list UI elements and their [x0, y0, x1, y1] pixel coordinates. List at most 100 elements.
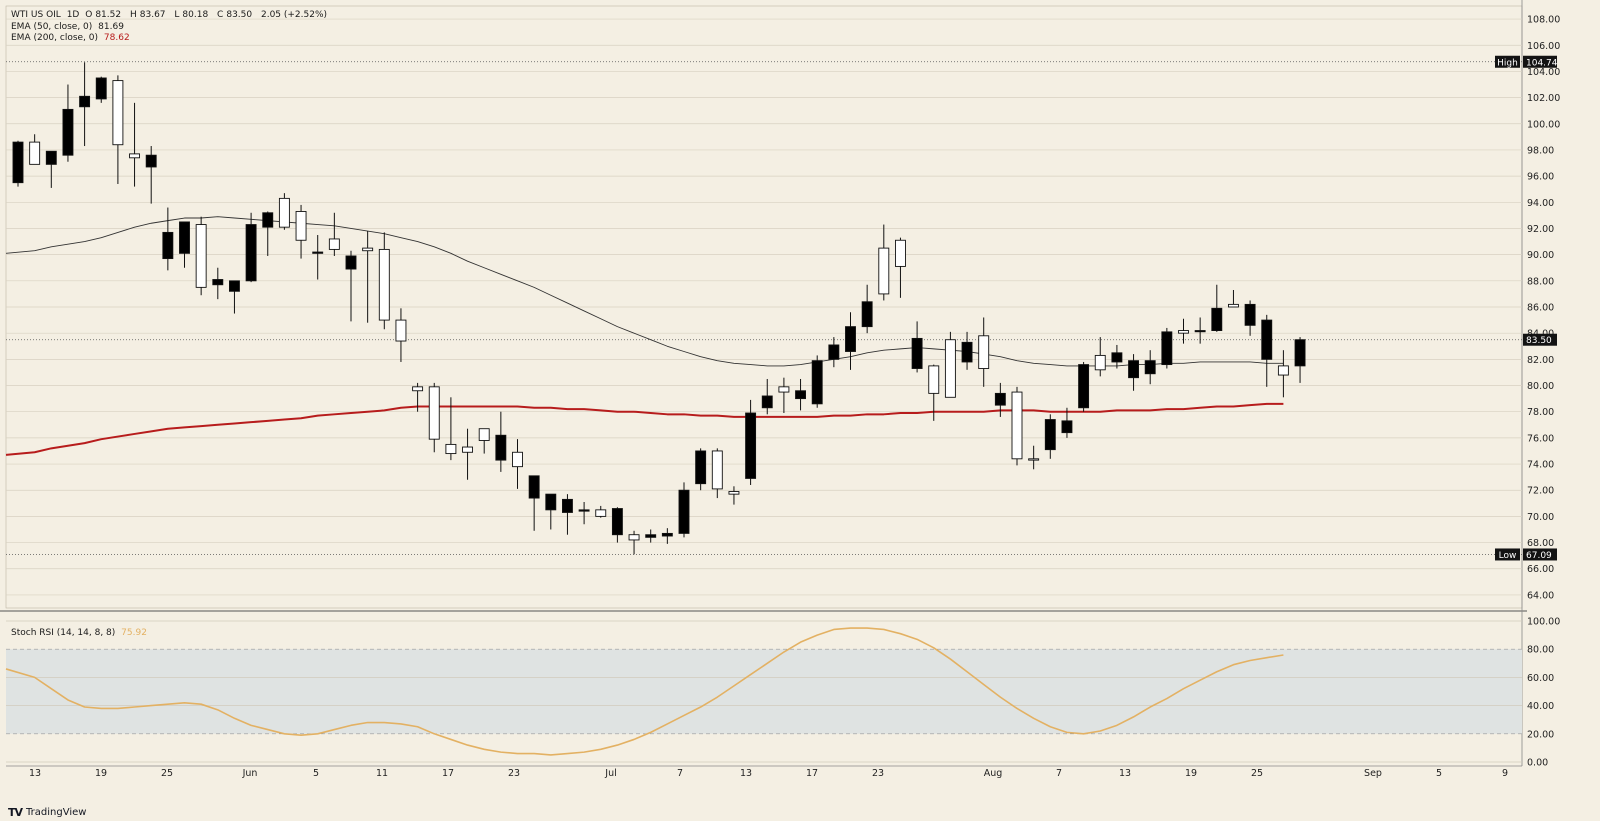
candle-body — [245, 224, 257, 282]
last-price-label: 83.50 — [1526, 336, 1552, 346]
candle-body — [961, 341, 973, 363]
candle-body — [1178, 330, 1189, 334]
low-tag-label: Low — [1499, 551, 1517, 561]
candle-body — [928, 365, 940, 394]
candle-body — [845, 326, 856, 352]
candle-body — [728, 491, 740, 495]
time-tick-label: Jul — [604, 768, 616, 779]
candle-body — [1261, 319, 1273, 360]
candle-body — [512, 451, 523, 468]
candle-body — [1277, 365, 1289, 376]
time-tick-label: 17 — [806, 768, 818, 779]
candle-body — [278, 197, 290, 228]
candle-body — [562, 498, 573, 513]
time-tick-label: 23 — [872, 768, 884, 779]
footer-branding[interactable]: TV TradingView — [8, 806, 86, 819]
candle-body — [1294, 339, 1306, 367]
candle-body — [1128, 360, 1140, 379]
time-tick-label: Sep — [1364, 768, 1382, 779]
candle-body — [778, 386, 790, 393]
candle-body — [1061, 420, 1073, 434]
candle-body — [1078, 364, 1090, 409]
candle-body — [295, 211, 307, 241]
time-tick-label: 25 — [161, 768, 173, 779]
price-tick-label: 76.00 — [1527, 433, 1554, 444]
price-tick-label: 72.00 — [1527, 486, 1554, 497]
candle-body — [911, 337, 923, 369]
price-tick-label: 86.00 — [1527, 303, 1554, 314]
candle-body — [528, 475, 540, 499]
candle-body — [345, 255, 357, 270]
candle-body — [695, 450, 707, 485]
ohlc-legend: WTI US OIL 1D O 81.52 H 83.67 L 80.18 C 83.5… — [11, 10, 330, 21]
candle-body — [179, 221, 190, 254]
candle-body — [1111, 352, 1123, 363]
candle-body — [378, 248, 390, 321]
candle-body — [478, 428, 490, 441]
candle-body — [1194, 330, 1206, 333]
candle-body — [262, 212, 274, 228]
time-tick-label: 25 — [1251, 768, 1263, 779]
time-tick-label: 5 — [1436, 768, 1442, 779]
time-tick-label: 13 — [1119, 768, 1131, 779]
ema200-label: EMA (200, close, 0) — [11, 33, 99, 43]
candle-body — [628, 534, 640, 541]
candle-body — [312, 251, 324, 254]
time-tick-label: 23 — [508, 768, 520, 779]
last-price-bg — [1523, 333, 1557, 346]
price-tick-label: 64.00 — [1527, 590, 1554, 601]
candle-body — [62, 108, 74, 156]
high-value-bg — [1523, 55, 1557, 68]
candle-body — [212, 279, 224, 286]
ema200-legend: EMA (200, close, 0) 78.62 — [11, 33, 133, 44]
price-tick-label: 74.00 — [1527, 460, 1554, 471]
candle-body — [1211, 307, 1223, 332]
candle-body — [1227, 303, 1239, 308]
symbol-name: WTI US OIL — [11, 10, 61, 20]
candle-body — [811, 360, 823, 405]
stoch-tick-label: 60.00 — [1527, 673, 1554, 684]
ema50-label: EMA (50, close, 0) — [11, 22, 93, 32]
candle-body — [1094, 354, 1106, 371]
time-tick-label: Jun — [242, 768, 258, 779]
candle-body — [1144, 360, 1156, 375]
candle-body — [795, 390, 806, 400]
candle-body — [595, 509, 607, 517]
high-tag-bg — [1495, 55, 1520, 68]
candle-body — [362, 247, 374, 252]
price-tick-label: 98.00 — [1527, 145, 1554, 156]
candle-body — [861, 301, 873, 328]
stoch-band — [6, 649, 1522, 734]
stoch-legend: Stoch RSI (14, 14, 8, 8) 75.92 — [11, 628, 150, 639]
price-tick-label: 104.00 — [1527, 67, 1560, 78]
candle-body — [661, 532, 673, 537]
price-tick-label: 108.00 — [1527, 15, 1560, 26]
candle-body — [129, 153, 141, 159]
stoch-rsi-line — [5, 627, 1284, 756]
time-tick-label: 19 — [1185, 768, 1197, 779]
candle-body — [428, 386, 440, 440]
time-tick-label: 9 — [1502, 768, 1508, 779]
candle-body — [79, 95, 91, 108]
candle-body — [1044, 419, 1056, 451]
candle-body — [112, 80, 124, 146]
stoch-tick-label: 20.00 — [1527, 729, 1554, 740]
stoch-tick-label: 80.00 — [1527, 645, 1554, 656]
candle-body — [895, 239, 906, 267]
candle-body — [29, 141, 41, 165]
price-tick-label: 80.00 — [1527, 381, 1554, 392]
price-tick-label: 90.00 — [1527, 250, 1554, 261]
candle-body — [145, 154, 157, 168]
candle-body — [578, 509, 590, 512]
high-tag-label: High — [1497, 58, 1518, 68]
candle-body — [1011, 391, 1023, 460]
ema200-line — [5, 402, 1284, 456]
candle-body — [611, 508, 623, 536]
candle-body — [162, 231, 174, 260]
price-tick-label: 100.00 — [1527, 119, 1560, 130]
stoch-label: Stoch RSI (14, 14, 8, 8) — [11, 628, 116, 638]
time-tick-label: 19 — [95, 768, 107, 779]
candle-body — [328, 238, 340, 250]
